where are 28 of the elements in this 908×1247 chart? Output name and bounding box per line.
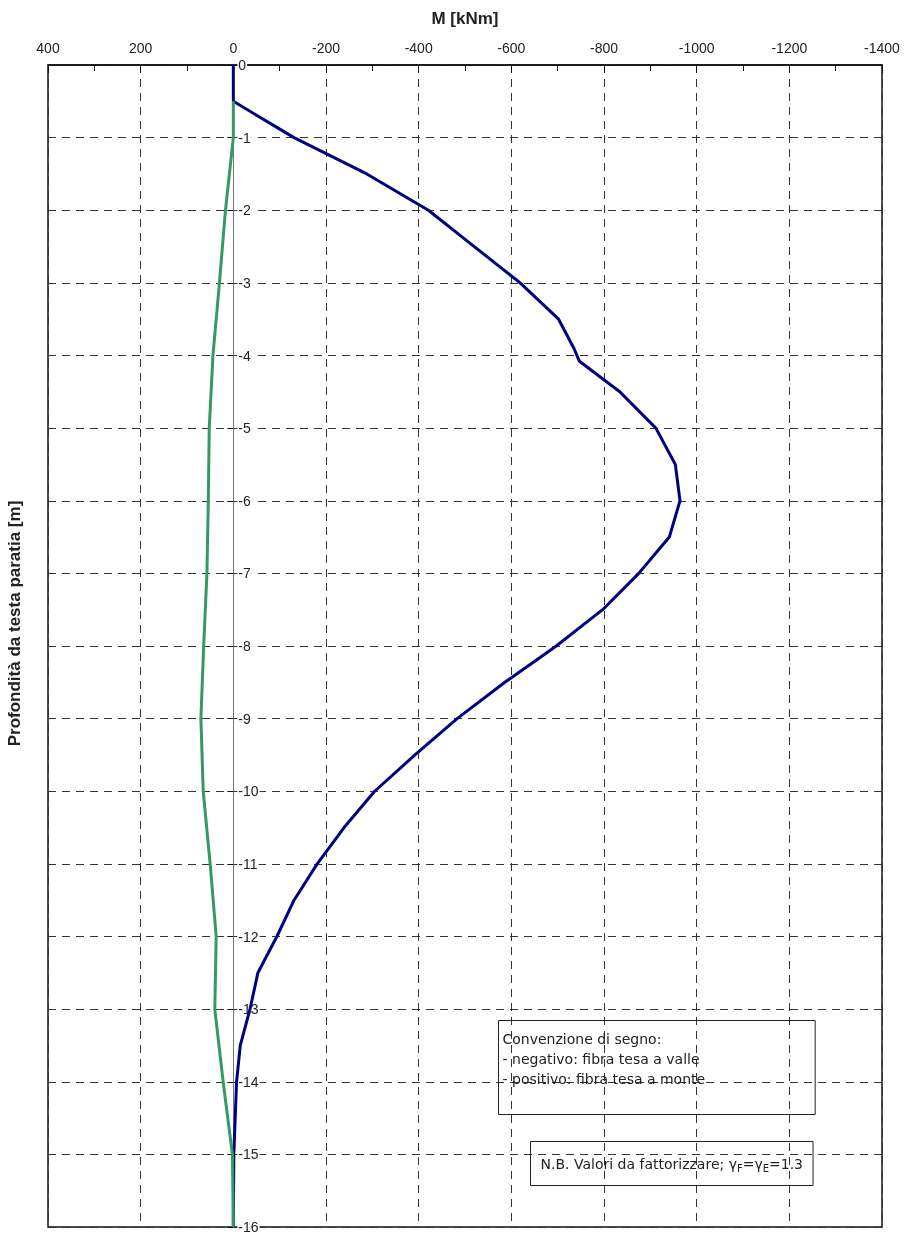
y-tick-label: -1: [238, 129, 251, 146]
y-tick-label: -8: [238, 638, 251, 654]
x-tick-label: -1200: [771, 40, 808, 56]
x-tick-label: -600: [497, 40, 526, 56]
x-tick-label: 400: [36, 40, 60, 56]
y-tick-label: -7: [238, 565, 251, 582]
y-tick-label: -9: [238, 710, 251, 727]
y-axis-title: Profondità da testa paratia [m]: [5, 500, 24, 747]
y-tick-label: 0: [238, 57, 247, 73]
x-axis-title: M [kNm]: [431, 9, 499, 28]
x-tick-label: -1400: [864, 40, 901, 56]
x-tick-label: -800: [589, 40, 619, 56]
x-tick-label: 200: [128, 40, 153, 56]
y-tick-label: -3: [238, 274, 251, 291]
y-tick-label: -10: [238, 783, 259, 800]
x-tick-label: -400: [404, 40, 433, 56]
y-tick-label: -16: [238, 1219, 259, 1235]
y-tick-label: -4: [238, 347, 251, 364]
y-tick-label: -15: [238, 1146, 259, 1163]
y-tick-label: -6: [238, 492, 251, 509]
y-tick-label: -12: [238, 928, 259, 945]
y-tick-label: -5: [238, 420, 251, 437]
line-series: [199, 99, 235, 1229]
y-tick-label: -11: [238, 855, 258, 872]
y-tick-label: -14: [238, 1073, 259, 1090]
y-tick-label: -2: [238, 202, 251, 219]
x-tick-label: -200: [311, 40, 341, 56]
x-tick-label: -1000: [678, 40, 715, 56]
